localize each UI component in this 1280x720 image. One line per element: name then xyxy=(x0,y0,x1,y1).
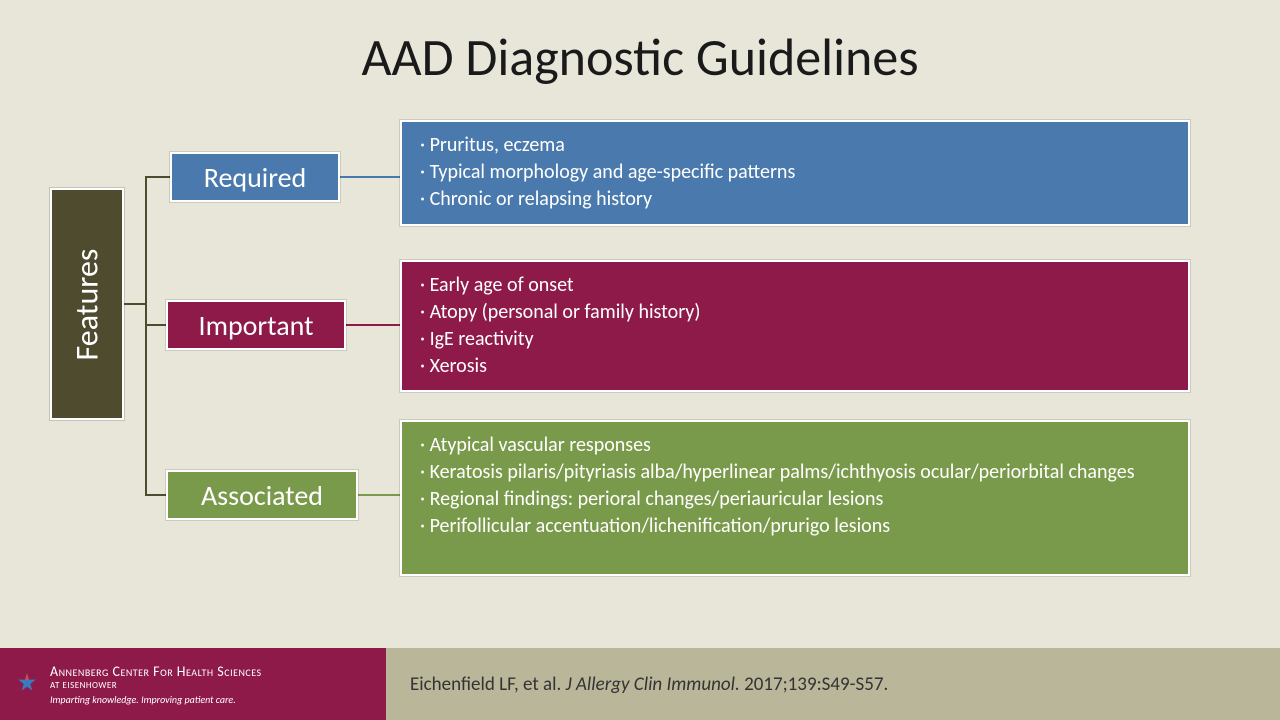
list-item: · Atopy (personal or family history) xyxy=(420,299,1170,326)
list-item: · Perifollicular accentuation/lichenific… xyxy=(420,513,1170,540)
org-tagline: Imparting knowledge. Improving patient c… xyxy=(50,693,262,706)
features-box: Features xyxy=(50,188,124,420)
diagram: Features Required · Pruritus, eczema· Typ… xyxy=(50,120,1230,620)
category-box: Required xyxy=(170,152,340,202)
org-name: Annenberg Center For Health Sciences xyxy=(50,663,262,680)
citation-prefix: Eichenfield LF, et al. xyxy=(410,673,566,696)
list-item: · Keratosis pilaris/pityriasis alba/hype… xyxy=(420,459,1170,486)
page-title: AAD Diagnostic Guidelines xyxy=(0,25,1280,89)
list-item: · Xerosis xyxy=(420,353,1170,380)
citation-journal: J Allergy Clin Immunol. xyxy=(566,673,745,696)
features-label: Features xyxy=(68,248,107,360)
content-box: · Atypical vascular responses· Keratosis… xyxy=(400,420,1190,576)
content-box: · Early age of onset· Atopy (personal or… xyxy=(400,260,1190,392)
list-item: · Early age of onset xyxy=(420,272,1170,299)
org-logo-icon xyxy=(14,671,40,697)
list-item: · Regional findings: perioral changes/pe… xyxy=(420,486,1170,513)
list-item: · Typical morphology and age-specific pa… xyxy=(420,159,1170,186)
org-subname: AT EISENHOWER xyxy=(50,680,262,691)
footer: Annenberg Center For Health Sciences AT … xyxy=(0,648,1280,720)
footer-org: Annenberg Center For Health Sciences AT … xyxy=(0,648,386,720)
slide: AAD Diagnostic Guidelines Features Requi… xyxy=(0,0,1280,720)
list-item: · Chronic or relapsing history xyxy=(420,186,1170,213)
category-box: Important xyxy=(166,300,346,350)
footer-citation: Eichenfield LF, et al. J Allergy Clin Im… xyxy=(386,648,1280,720)
list-item: · Pruritus, eczema xyxy=(420,132,1170,159)
citation-suffix: 2017;139:S49-S57. xyxy=(744,673,888,696)
list-item: · IgE reactivity xyxy=(420,326,1170,353)
org-text: Annenberg Center For Health Sciences AT … xyxy=(50,663,262,706)
content-box: · Pruritus, eczema· Typical morphology a… xyxy=(400,120,1190,226)
category-box: Associated xyxy=(166,470,358,520)
list-item: · Atypical vascular responses xyxy=(420,432,1170,459)
